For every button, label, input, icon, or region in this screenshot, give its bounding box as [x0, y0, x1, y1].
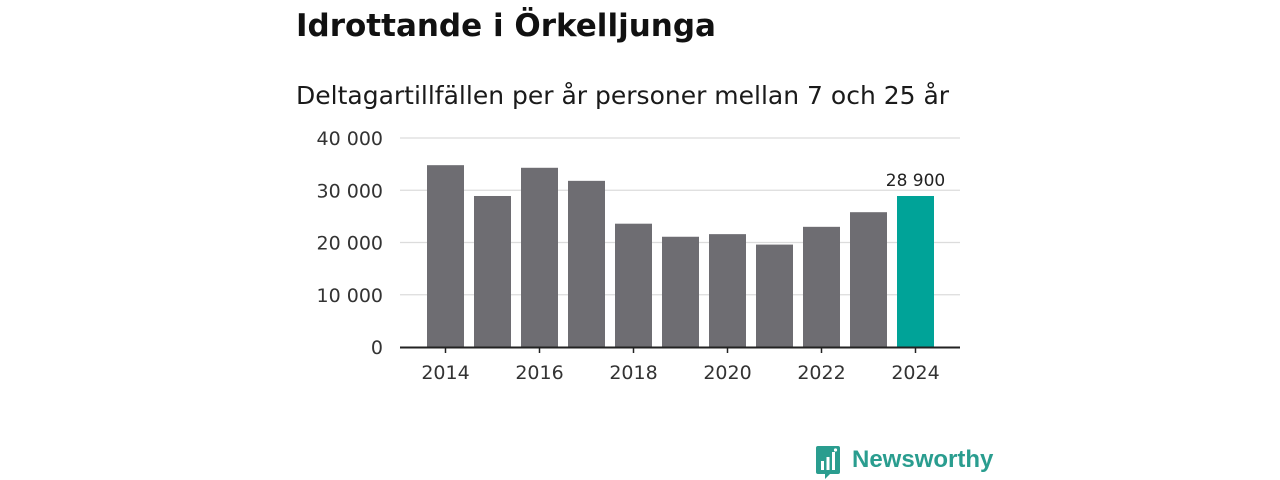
bar-2022 [803, 226, 840, 347]
y-tick-label: 10 000 [317, 285, 383, 307]
newsworthy-logo-icon [816, 446, 840, 479]
x-tick-label: 2024 [891, 362, 939, 384]
bar-2015 [474, 195, 511, 347]
x-tick-label: 2020 [703, 362, 751, 384]
bar-2017 [568, 180, 605, 347]
bar-2016 [521, 167, 558, 347]
bar-2024 [897, 195, 934, 347]
bar-2018 [615, 223, 652, 347]
newsworthy-brand[interactable]: Newsworthy [814, 444, 993, 480]
y-tick-label: 0 [371, 337, 383, 359]
chart-title: Idrottande i Örkelljunga [296, 8, 716, 44]
x-tick-label: 2016 [515, 362, 563, 384]
bar-value-label: 28 900 [886, 171, 945, 191]
chart-subtitle: Deltagartillfällen per år personer mella… [296, 81, 950, 110]
x-tick-label: 2014 [421, 362, 469, 384]
y-tick-label: 20 000 [317, 233, 383, 255]
y-tick-label: 30 000 [317, 180, 383, 202]
bar-2020 [709, 234, 746, 347]
brand-name: Newsworthy [852, 446, 994, 473]
bars [427, 165, 934, 347]
x-tick-label: 2018 [609, 362, 657, 384]
labels: 0 10 000 20 000 30 000 40 000 28 900 2014 2016 2… [317, 128, 946, 384]
x-tick-label: 2022 [797, 362, 845, 384]
bar-2014 [427, 165, 464, 347]
bar-2023 [850, 212, 887, 347]
bar-2019 [662, 236, 699, 347]
axes [400, 346, 960, 353]
bar-2021 [756, 244, 793, 347]
y-tick-label: 40 000 [317, 128, 383, 150]
